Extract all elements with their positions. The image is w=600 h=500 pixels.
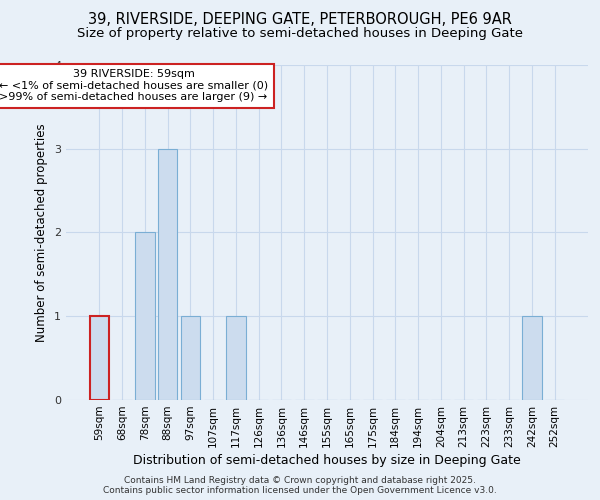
- Text: 39 RIVERSIDE: 59sqm
← <1% of semi-detached houses are smaller (0)
>99% of semi-d: 39 RIVERSIDE: 59sqm ← <1% of semi-detach…: [0, 69, 268, 102]
- Bar: [158, 148, 178, 400]
- X-axis label: Distribution of semi-detached houses by size in Deeping Gate: Distribution of semi-detached houses by …: [133, 454, 521, 467]
- Text: Contains HM Land Registry data © Crown copyright and database right 2025.
Contai: Contains HM Land Registry data © Crown c…: [103, 476, 497, 495]
- Text: Size of property relative to semi-detached houses in Deeping Gate: Size of property relative to semi-detach…: [77, 28, 523, 40]
- Text: 39, RIVERSIDE, DEEPING GATE, PETERBOROUGH, PE6 9AR: 39, RIVERSIDE, DEEPING GATE, PETERBOROUG…: [88, 12, 512, 28]
- Bar: [90, 316, 109, 400]
- Bar: [135, 232, 155, 400]
- Y-axis label: Number of semi-detached properties: Number of semi-detached properties: [35, 123, 49, 342]
- Bar: [181, 316, 200, 400]
- Bar: [226, 316, 245, 400]
- Bar: [522, 316, 542, 400]
